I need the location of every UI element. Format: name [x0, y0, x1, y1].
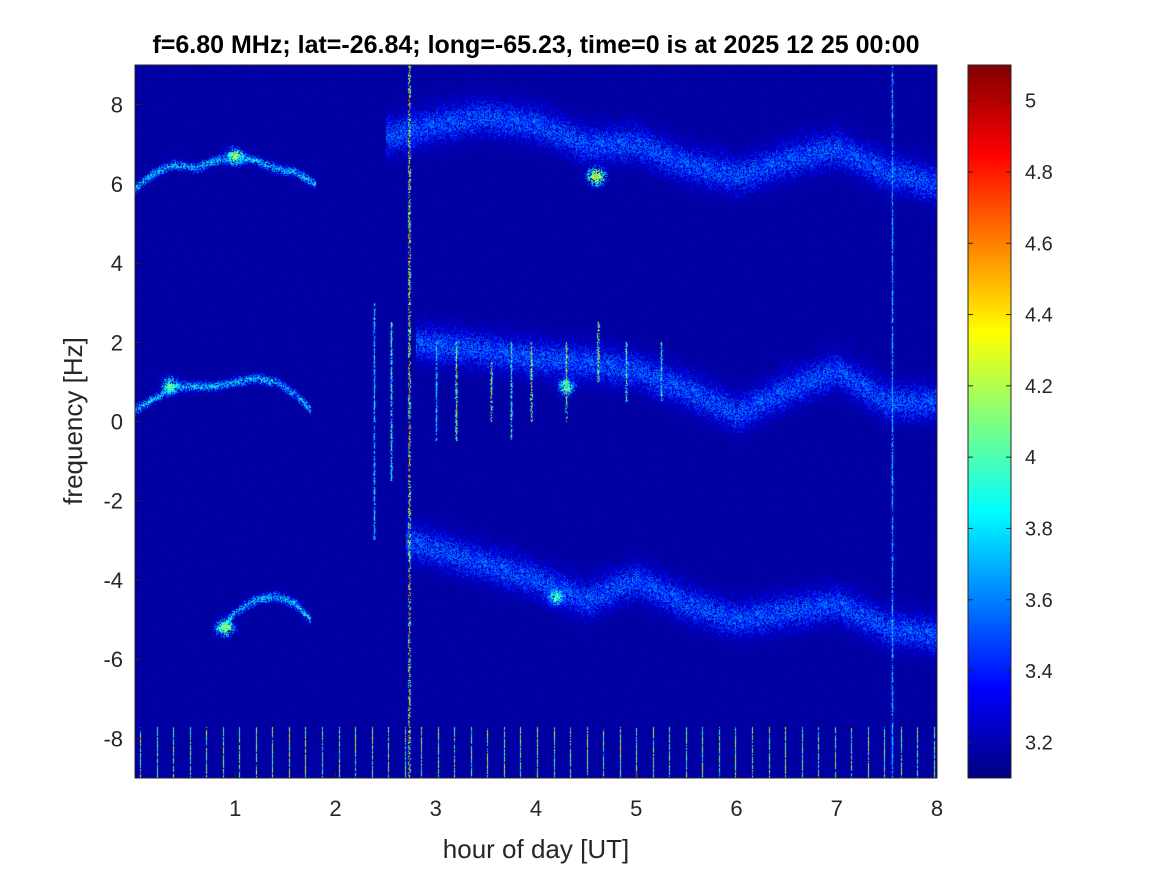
colorbar-tick-label: 4.6: [1025, 233, 1053, 255]
y-tick-label: -4: [103, 568, 123, 593]
y-axis-title: frequency [Hz]: [58, 337, 88, 505]
colorbar-frame: [967, 64, 1012, 779]
x-tick-label: 7: [831, 796, 843, 821]
chart-title: f=6.80 MHz; lat=-26.84; long=-65.23, tim…: [152, 31, 919, 59]
colorbar-tick-label: 4.2: [1025, 376, 1053, 398]
x-tick-label: 8: [931, 796, 943, 821]
spectrogram-heatmap: [135, 65, 937, 778]
y-tick-label: -2: [103, 489, 123, 514]
y-tick-label: -8: [103, 726, 123, 751]
y-tick-label: 8: [111, 93, 123, 118]
y-tick-label: 6: [111, 172, 123, 197]
x-axis: 1 2 3 4 5 6 7 8: [229, 771, 943, 821]
y-tick-label: 0: [111, 410, 123, 435]
x-tick-label: 6: [730, 796, 742, 821]
colorbar-tick-label: 5: [1025, 91, 1036, 113]
x-tick-label: 3: [430, 796, 442, 821]
colorbar-gradient: [968, 65, 1011, 778]
colorbar-tick-label: 3.2: [1025, 732, 1053, 754]
y-tick-label: 2: [111, 330, 123, 355]
x-axis-title: hour of day [UT]: [443, 834, 629, 864]
y-axis: 8 6 4 2 0 -2 -4 -6 -8: [103, 93, 142, 751]
x-tick-label: 2: [329, 796, 341, 821]
colorbar-tick-label: 4.8: [1025, 162, 1053, 184]
colorbar: 5 4.8 4.6 4.4 4.2 4 3.8 3.6 3.4 3.2: [967, 64, 1053, 779]
x-tick-label: 1: [229, 796, 241, 821]
colorbar-tick-label: 3.8: [1025, 518, 1053, 540]
y-tick-label: 4: [111, 251, 123, 276]
colorbar-tick-label: 3.4: [1025, 661, 1053, 683]
y-tick-label: -6: [103, 647, 123, 672]
x-tick-label: 4: [530, 796, 542, 821]
colorbar-ticks: 5 4.8 4.6 4.4 4.2 4 3.8 3.6 3.4 3.2: [968, 91, 1053, 754]
colorbar-tick-label: 4.4: [1025, 305, 1053, 327]
x-tick-label: 5: [630, 796, 642, 821]
colorbar-tick-label: 3.6: [1025, 590, 1053, 612]
plot-area: [134, 64, 938, 779]
colorbar-tick-label: 4: [1025, 447, 1036, 469]
